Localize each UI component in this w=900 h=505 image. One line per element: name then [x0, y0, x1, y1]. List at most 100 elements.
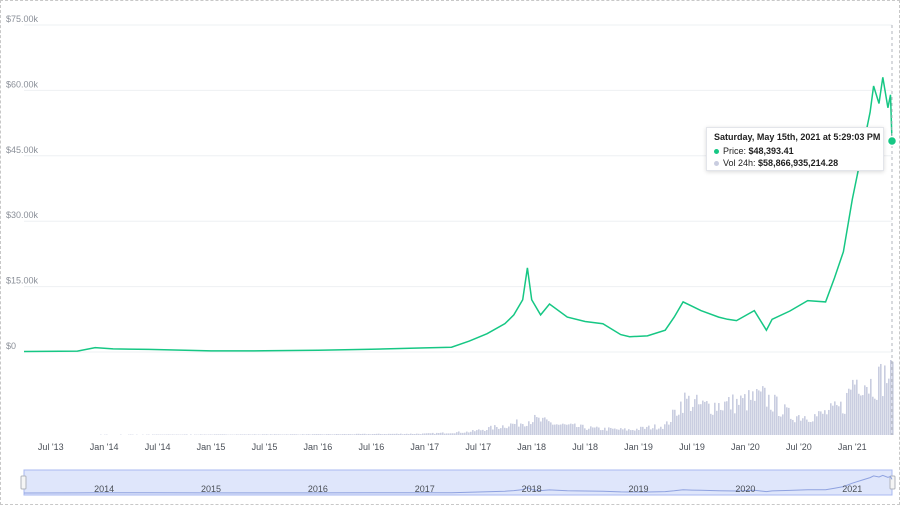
volume-bar — [556, 424, 558, 435]
volume-bar — [464, 432, 466, 435]
volume-bar — [878, 366, 880, 435]
volume-bar — [754, 400, 756, 435]
volume-bar — [470, 431, 472, 435]
volume-bar — [858, 393, 860, 435]
x-tick-label: Jul '15 — [252, 442, 278, 452]
x-tick-label: Jul '18 — [572, 442, 598, 452]
y-tick-label: $15.00k — [6, 276, 39, 286]
volume-bar — [722, 410, 724, 435]
volume-bar — [658, 428, 660, 435]
x-tick-label: Jan '17 — [410, 442, 439, 452]
x-tick-label: Jan '19 — [624, 442, 653, 452]
volume-bar — [274, 434, 276, 435]
volume-bar — [852, 379, 854, 435]
volume-bar — [344, 434, 346, 435]
volume-bar — [700, 404, 702, 435]
volume-bar — [494, 425, 496, 435]
volume-bar — [760, 391, 762, 435]
x-axis-labels: Jul '13 Jan '14 Jul '14 Jan '15 Jul '15 Jan '… — [38, 442, 867, 452]
navigator-right-handle[interactable] — [889, 475, 896, 490]
navigator-left-handle[interactable] — [20, 475, 27, 490]
volume-bar — [382, 434, 384, 435]
volume-bar — [200, 434, 202, 435]
volume-bar — [824, 410, 826, 435]
volume-bar — [248, 434, 250, 435]
volume-bar — [766, 406, 768, 435]
volume-bar — [618, 429, 620, 435]
volume-bar — [328, 434, 330, 435]
volume-bar — [560, 424, 562, 435]
volume-bar — [696, 394, 698, 435]
volume-bar — [456, 432, 458, 435]
price-dot-icon — [714, 149, 719, 155]
volume-bar — [688, 395, 690, 435]
navigator-year-label: 2021 — [842, 484, 862, 494]
volume-bar — [236, 434, 238, 435]
volume-bar — [378, 433, 380, 435]
volume-bar — [642, 426, 644, 435]
volume-bar — [572, 424, 574, 435]
volume-bar — [410, 433, 412, 435]
volume-bar — [418, 433, 420, 435]
volume-bar — [346, 434, 348, 435]
volume-bar — [218, 434, 220, 435]
volume-bar — [644, 428, 646, 435]
y-axis-labels: $0 $15.00k $30.00k $45.00k $60.00k $75.00k — [6, 14, 39, 351]
volume-bar — [776, 396, 778, 435]
volume-bar — [804, 416, 806, 435]
volume-bar — [542, 417, 544, 435]
price-line[interactable] — [23, 77, 893, 353]
volume-bar — [748, 390, 750, 435]
volume-bar — [692, 406, 694, 435]
volume-bar — [822, 413, 824, 435]
volume-bar — [746, 410, 748, 435]
volume-bar — [890, 360, 892, 435]
volume-bar — [528, 421, 530, 435]
volume-bar — [874, 398, 876, 435]
volume-bar — [490, 425, 492, 435]
volume-bar — [698, 404, 700, 435]
volume-bar — [592, 427, 594, 435]
volume-bar — [318, 434, 320, 435]
volume-bar — [584, 428, 586, 435]
volume-bar — [860, 395, 862, 435]
volume-bar — [332, 434, 334, 435]
volume-bar — [704, 401, 706, 435]
volume-bar — [374, 433, 376, 435]
volume-bar — [296, 434, 298, 435]
volume-bar — [306, 434, 308, 435]
volume-bar — [742, 398, 744, 435]
volume-bar — [758, 390, 760, 435]
volume-bar — [854, 384, 856, 435]
volume-bar — [254, 434, 256, 435]
volume-bar — [504, 427, 506, 435]
volume-bar — [708, 403, 710, 435]
volume-bar — [848, 388, 850, 435]
volume-bar — [578, 426, 580, 435]
volume-bar — [388, 433, 390, 435]
volume-bar — [396, 433, 398, 435]
volume-bar — [222, 434, 224, 435]
x-tick-label: Jul '19 — [679, 442, 705, 452]
tooltip-date: Saturday, May 15th, 2021 at 5:29:03 PM — [714, 132, 881, 142]
volume-bar — [286, 434, 288, 435]
navigator-price-line — [23, 474, 893, 494]
volume-bar — [650, 429, 652, 435]
hover-point-marker — [886, 135, 898, 147]
volume-bar — [432, 432, 434, 435]
volume-bar — [372, 434, 374, 435]
volume-bar — [468, 432, 470, 435]
volume-bar — [856, 379, 858, 435]
volume-bar — [406, 433, 408, 435]
volume-bar — [638, 430, 640, 435]
volume-bar — [588, 428, 590, 435]
volume-bar — [474, 431, 476, 435]
range-navigator[interactable]: 2014 2015 2016 2017 2018 2019 2020 2021 — [20, 469, 896, 496]
volume-bar — [424, 433, 426, 435]
volume-bar — [586, 429, 588, 435]
tooltip-price-label: Price: — [723, 146, 747, 156]
volume-bar — [428, 433, 430, 435]
volume-bar — [840, 401, 842, 435]
volume-bar — [738, 404, 740, 435]
